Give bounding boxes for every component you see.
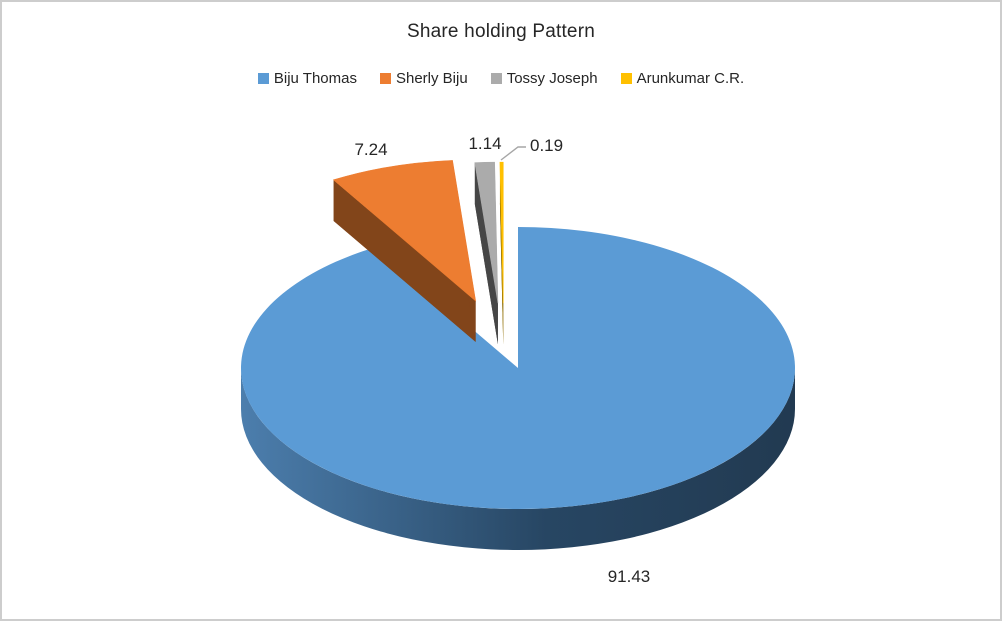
- data-label-tossy-joseph[interactable]: 1.14: [468, 134, 501, 153]
- legend-item-sherly-biju[interactable]: Sherly Biju: [379, 70, 468, 87]
- legend: Biju Thomas Sherly Biju Tossy Joseph Arunku…: [2, 70, 1000, 87]
- legend-item-biju-thomas[interactable]: Biju Thomas: [257, 70, 357, 87]
- legend-marker-biju-thomas: [257, 73, 269, 84]
- leader-line-arunkumar-c-r: [500, 146, 526, 161]
- legend-item-arunkumar-c-r[interactable]: Arunkumar C.R.: [620, 70, 745, 87]
- legend-marker-arunkumar-c-r: [620, 73, 632, 84]
- pie-slice-side-tossy-joseph: [474, 162, 498, 345]
- legend-label: Arunkumar C.R.: [636, 70, 745, 87]
- pie-slice-arunkumar-c-r[interactable]: [499, 161, 504, 304]
- pie-slice-tossy-joseph[interactable]: [474, 161, 499, 304]
- legend-marker-sherly-biju: [379, 73, 391, 84]
- pie-slice-side-sherly-biju: [333, 179, 476, 342]
- data-label-sherly-biju[interactable]: 7.24: [354, 140, 387, 159]
- legend-item-tossy-joseph[interactable]: Tossy Joseph: [490, 70, 598, 87]
- pie-slice-side-biju-thomas: [241, 368, 795, 550]
- pie-slice-biju-thomas[interactable]: [240, 227, 795, 509]
- chart-title[interactable]: Share holding Pattern: [407, 21, 595, 42]
- legend-label: Biju Thomas: [273, 70, 357, 87]
- pie-slice-sherly-biju[interactable]: [332, 160, 477, 302]
- legend-label: Tossy Joseph: [506, 70, 598, 87]
- legend-marker-tossy-joseph: [490, 73, 502, 84]
- data-label-biju-thomas[interactable]: 91.43: [608, 567, 651, 586]
- data-label-arunkumar-c-r[interactable]: 0.19: [530, 136, 563, 155]
- legend-label: Sherly Biju: [395, 70, 468, 87]
